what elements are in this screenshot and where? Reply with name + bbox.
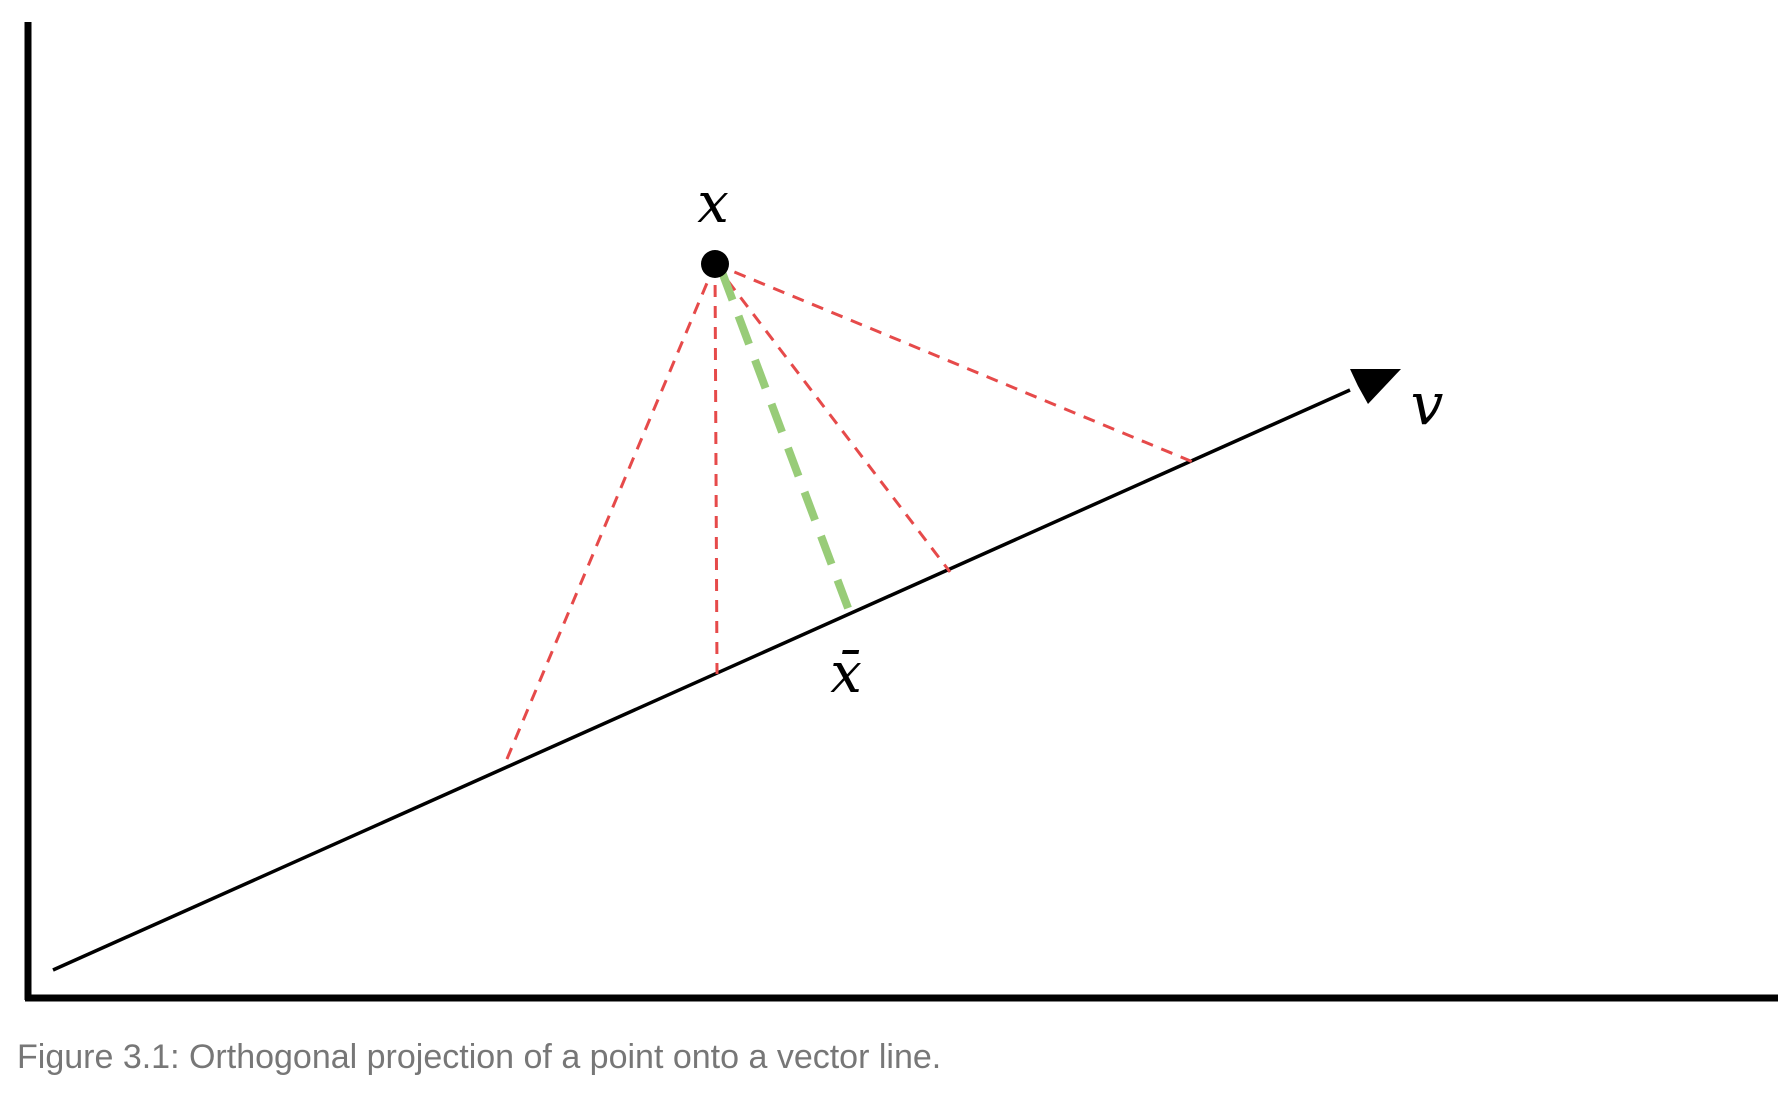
point-x (701, 250, 729, 278)
candidate-line-1 (502, 263, 717, 767)
projection-line (718, 270, 855, 618)
vector-arrowhead (1350, 369, 1401, 404)
figure-caption: Figure 3.1: Orthogonal projection of a p… (17, 1038, 942, 1076)
candidate-line-2 (713, 263, 719, 675)
vector-label: v (1411, 370, 1444, 438)
vector-line (52, 388, 1351, 972)
candidate-lines (502, 262, 1194, 767)
projection-diagram: x x̄ v (24, 22, 1778, 1002)
candidate-line-4 (714, 262, 1194, 464)
candidate-line-3 (713, 263, 952, 573)
point-label: x (697, 171, 729, 236)
projection-label: x̄ (830, 641, 862, 706)
